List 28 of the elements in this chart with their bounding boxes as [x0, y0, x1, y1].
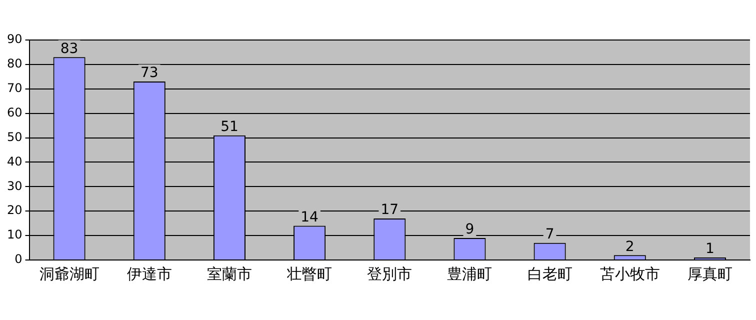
y-tick-label: 70 — [6, 81, 22, 96]
y-tick-label: 20 — [6, 203, 22, 218]
data-label: 2 — [625, 238, 634, 255]
y-tick-label: 90 — [6, 32, 22, 46]
x-tick-label: 苫小牧市 — [600, 264, 660, 283]
data-label: 9 — [465, 222, 474, 238]
x-tick-label: 室蘭市 — [206, 264, 252, 283]
y-tick-label: 0 — [14, 252, 22, 266]
data-label: 83 — [60, 40, 78, 57]
x-tick-label: 登別市 — [367, 264, 412, 283]
y-tick-label: 80 — [6, 56, 22, 71]
data-label: 51 — [220, 118, 238, 135]
y-tick-label: 40 — [6, 154, 22, 168]
data-label: 14 — [300, 209, 319, 226]
y-tick-label: 10 — [6, 228, 22, 242]
y-tick-label: 30 — [6, 178, 22, 193]
x-tick-label: 壮瞥町 — [286, 264, 332, 283]
data-label: 17 — [380, 202, 399, 218]
data-label: 7 — [545, 226, 554, 243]
y-tick-label: 50 — [6, 130, 22, 144]
data-label: 73 — [140, 65, 158, 82]
y-tick-label: 60 — [6, 105, 22, 120]
x-tick-label: 厚真町 — [687, 264, 732, 283]
data-label: 1 — [706, 241, 714, 258]
x-tick-label: 洞爺湖町 — [39, 264, 100, 283]
x-tick-label: 伊達市 — [126, 264, 172, 283]
x-tick-label: 豊浦町 — [447, 264, 492, 283]
x-tick-label: 白老町 — [527, 264, 572, 283]
